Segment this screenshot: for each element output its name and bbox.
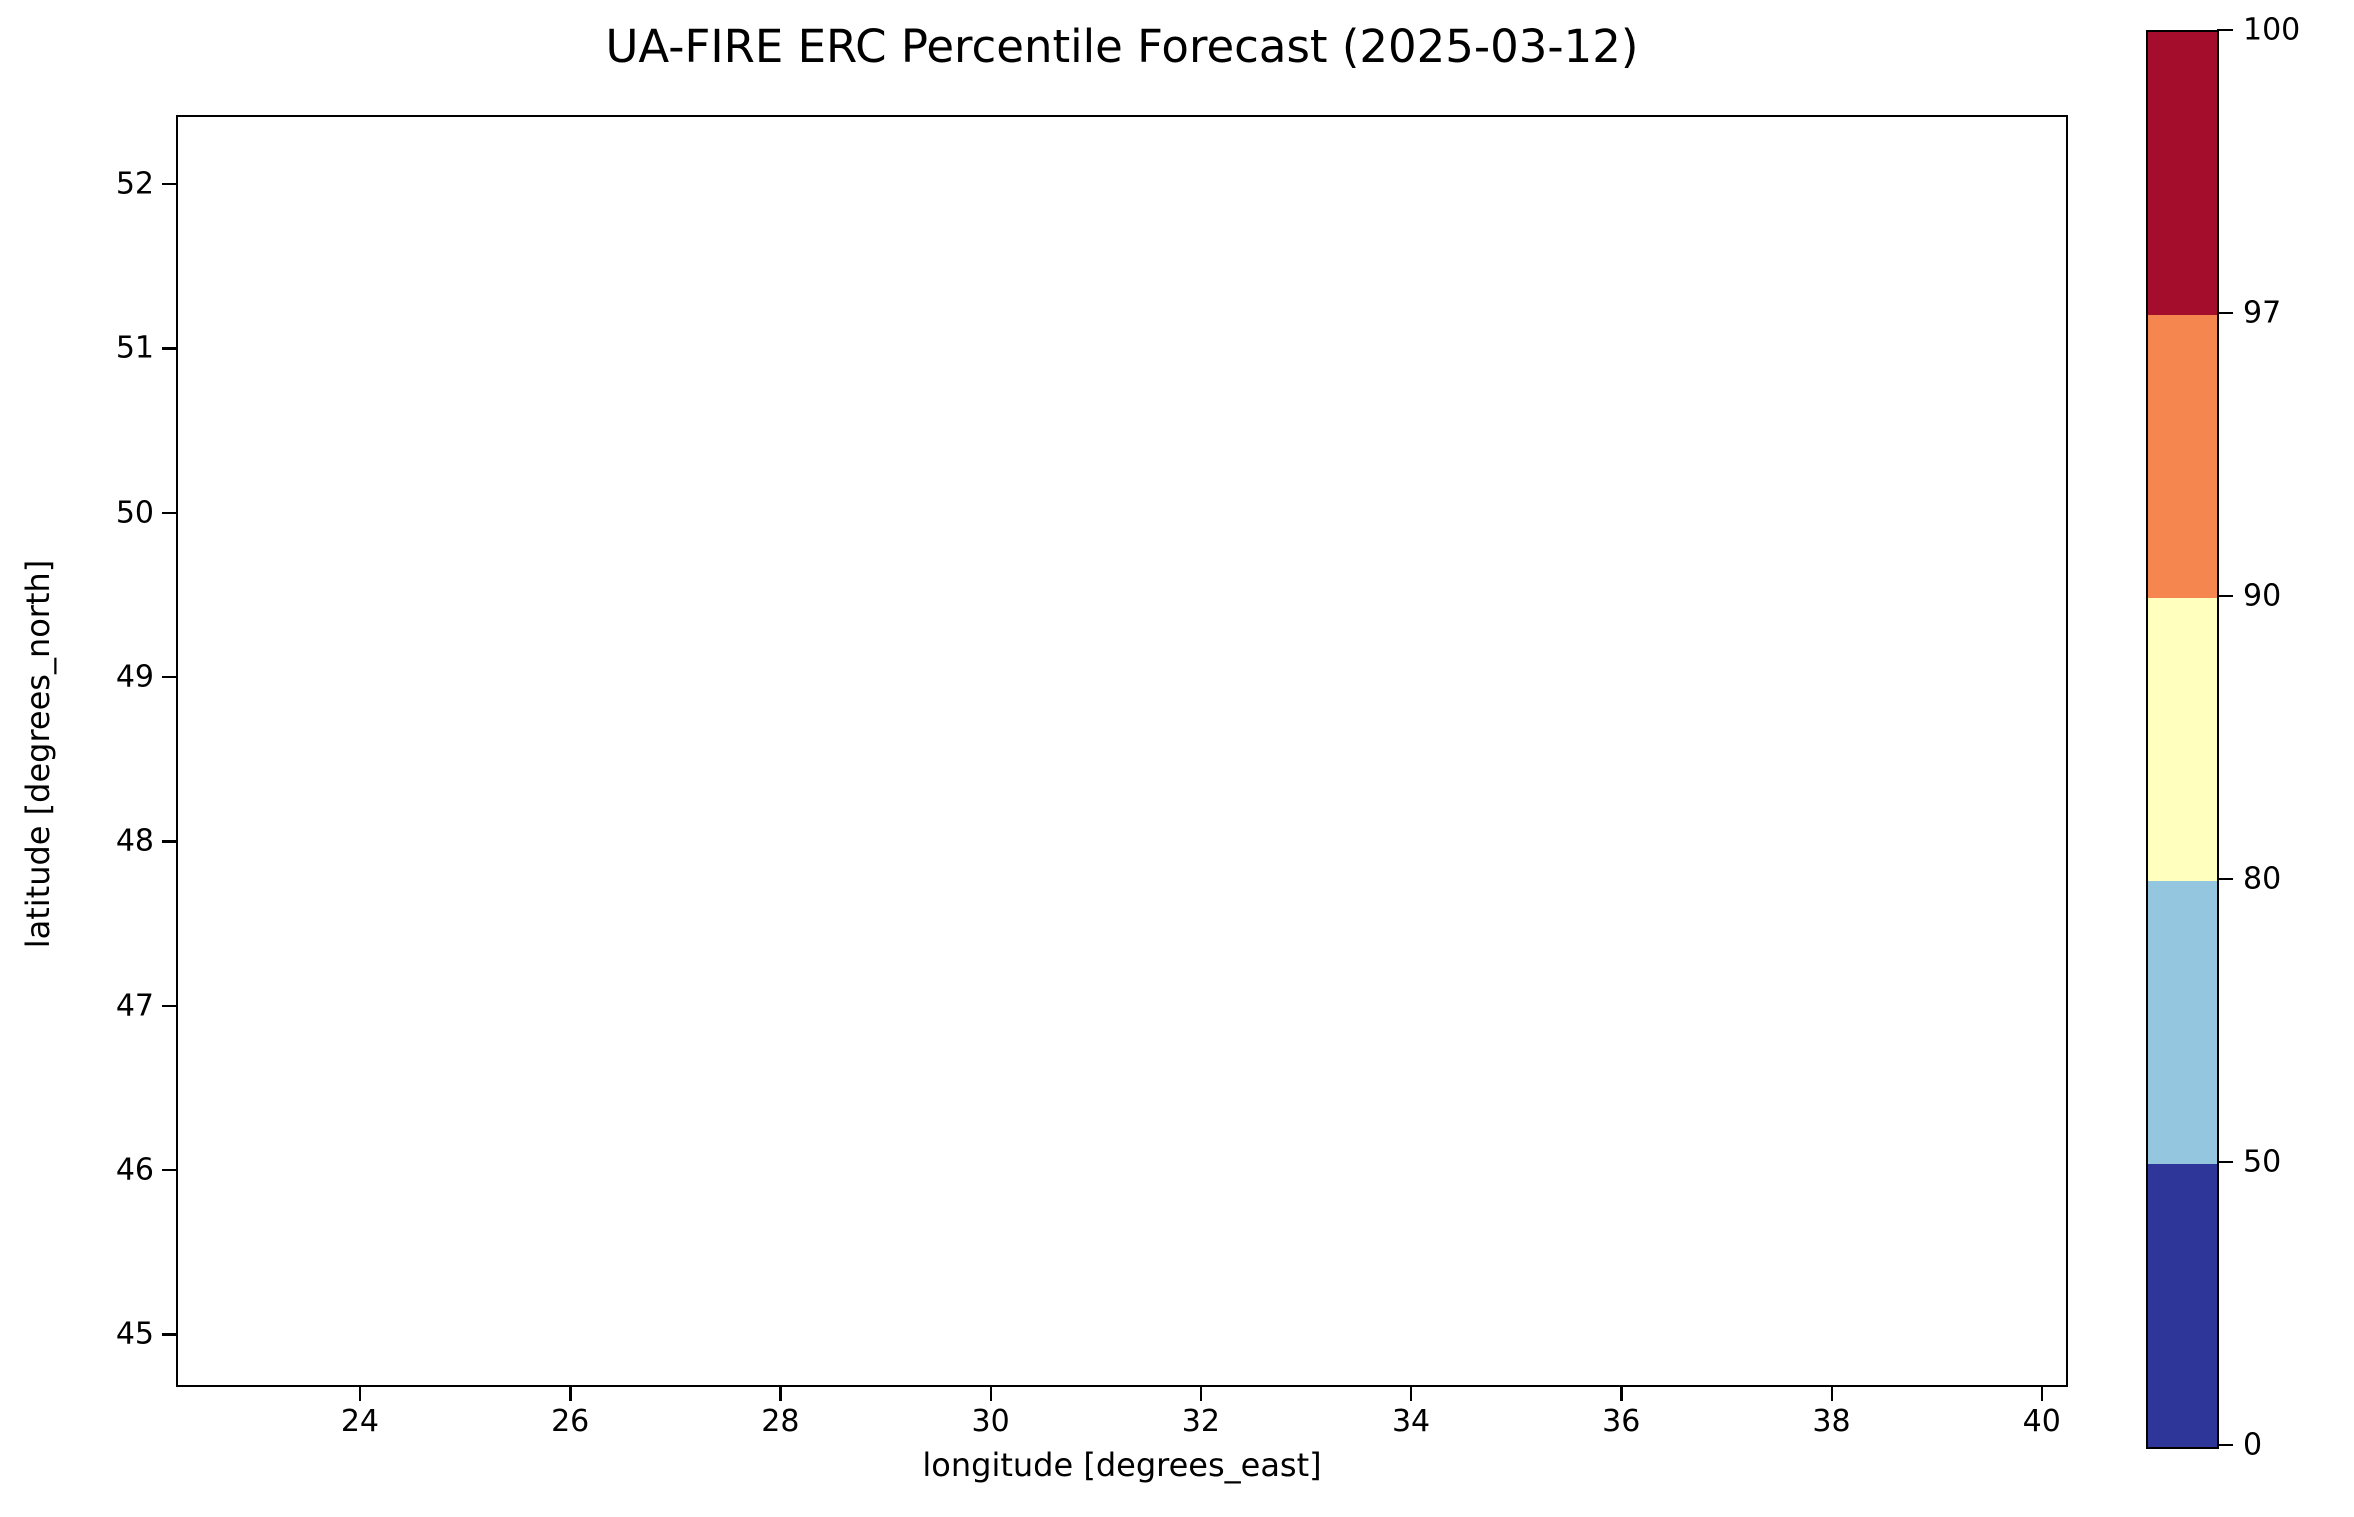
x-tick (1830, 1387, 1833, 1401)
chart-title: UA-FIRE ERC Percentile Forecast (2025-03… (605, 20, 1639, 73)
colorbar-tick (2217, 595, 2233, 598)
colorbar-tick (2217, 878, 2233, 881)
axes-border (176, 115, 2068, 1387)
y-tick (162, 511, 176, 515)
y-tick-label: 48 (115, 823, 154, 859)
x-tick-label: 38 (1812, 1404, 1851, 1439)
colorbar-tick (2217, 1161, 2233, 1164)
x-tick-label: 24 (340, 1404, 380, 1439)
y-tick-label: 51 (115, 330, 154, 366)
x-tick (989, 1387, 992, 1401)
y-tick-label: 46 (115, 1152, 154, 1188)
colorbar-tick-label: 97 (2243, 295, 2282, 331)
x-tick-label: 40 (2022, 1404, 2061, 1439)
y-tick-label: 47 (115, 988, 154, 1024)
x-tick-label: 36 (1602, 1404, 1641, 1439)
x-tick (2040, 1387, 2044, 1401)
colorbar-tick-label: 80 (2243, 861, 2282, 897)
y-tick (162, 347, 176, 350)
y-axis-label: latitude [degrees_north] (19, 559, 57, 949)
colorbar-tick-label: 90 (2243, 578, 2282, 614)
y-tick-label: 49 (115, 659, 154, 695)
colorbar-tick-label: 100 (2243, 12, 2301, 48)
x-axis-label: longitude [degrees_east] (922, 1446, 1322, 1484)
x-tick (1199, 1387, 1203, 1401)
x-tick-label: 30 (971, 1404, 1010, 1439)
y-tick-label: 45 (115, 1316, 154, 1352)
y-tick-label: 50 (115, 495, 154, 531)
y-tick (162, 1004, 176, 1008)
colorbar-tick-label: 50 (2243, 1144, 2282, 1180)
y-tick (162, 840, 176, 843)
colorbar-tick (2217, 312, 2233, 315)
x-tick (569, 1387, 572, 1401)
colorbar-tick (2217, 29, 2233, 32)
colorbar-segment (2148, 1164, 2217, 1447)
y-tick-label: 52 (115, 166, 154, 202)
x-tick-label: 32 (1181, 1404, 1220, 1439)
x-tick (779, 1387, 782, 1401)
colorbar-tick-label: 0 (2243, 1427, 2263, 1463)
colorbar (2146, 30, 2219, 1449)
colorbar-segment (2148, 315, 2217, 598)
y-tick (162, 1333, 176, 1336)
y-tick (162, 183, 176, 186)
x-tick-label: 34 (1391, 1404, 1431, 1439)
y-tick (162, 1169, 176, 1172)
colorbar-tick (2217, 1444, 2233, 1447)
x-tick (358, 1387, 362, 1401)
x-tick-label: 28 (761, 1404, 800, 1439)
y-tick (162, 676, 176, 679)
x-tick (1620, 1387, 1623, 1401)
x-tick-label: 26 (551, 1404, 590, 1439)
x-tick (1410, 1387, 1413, 1401)
colorbar-segment (2148, 598, 2217, 881)
colorbar-segment (2148, 32, 2217, 315)
colorbar-segment (2148, 881, 2217, 1164)
